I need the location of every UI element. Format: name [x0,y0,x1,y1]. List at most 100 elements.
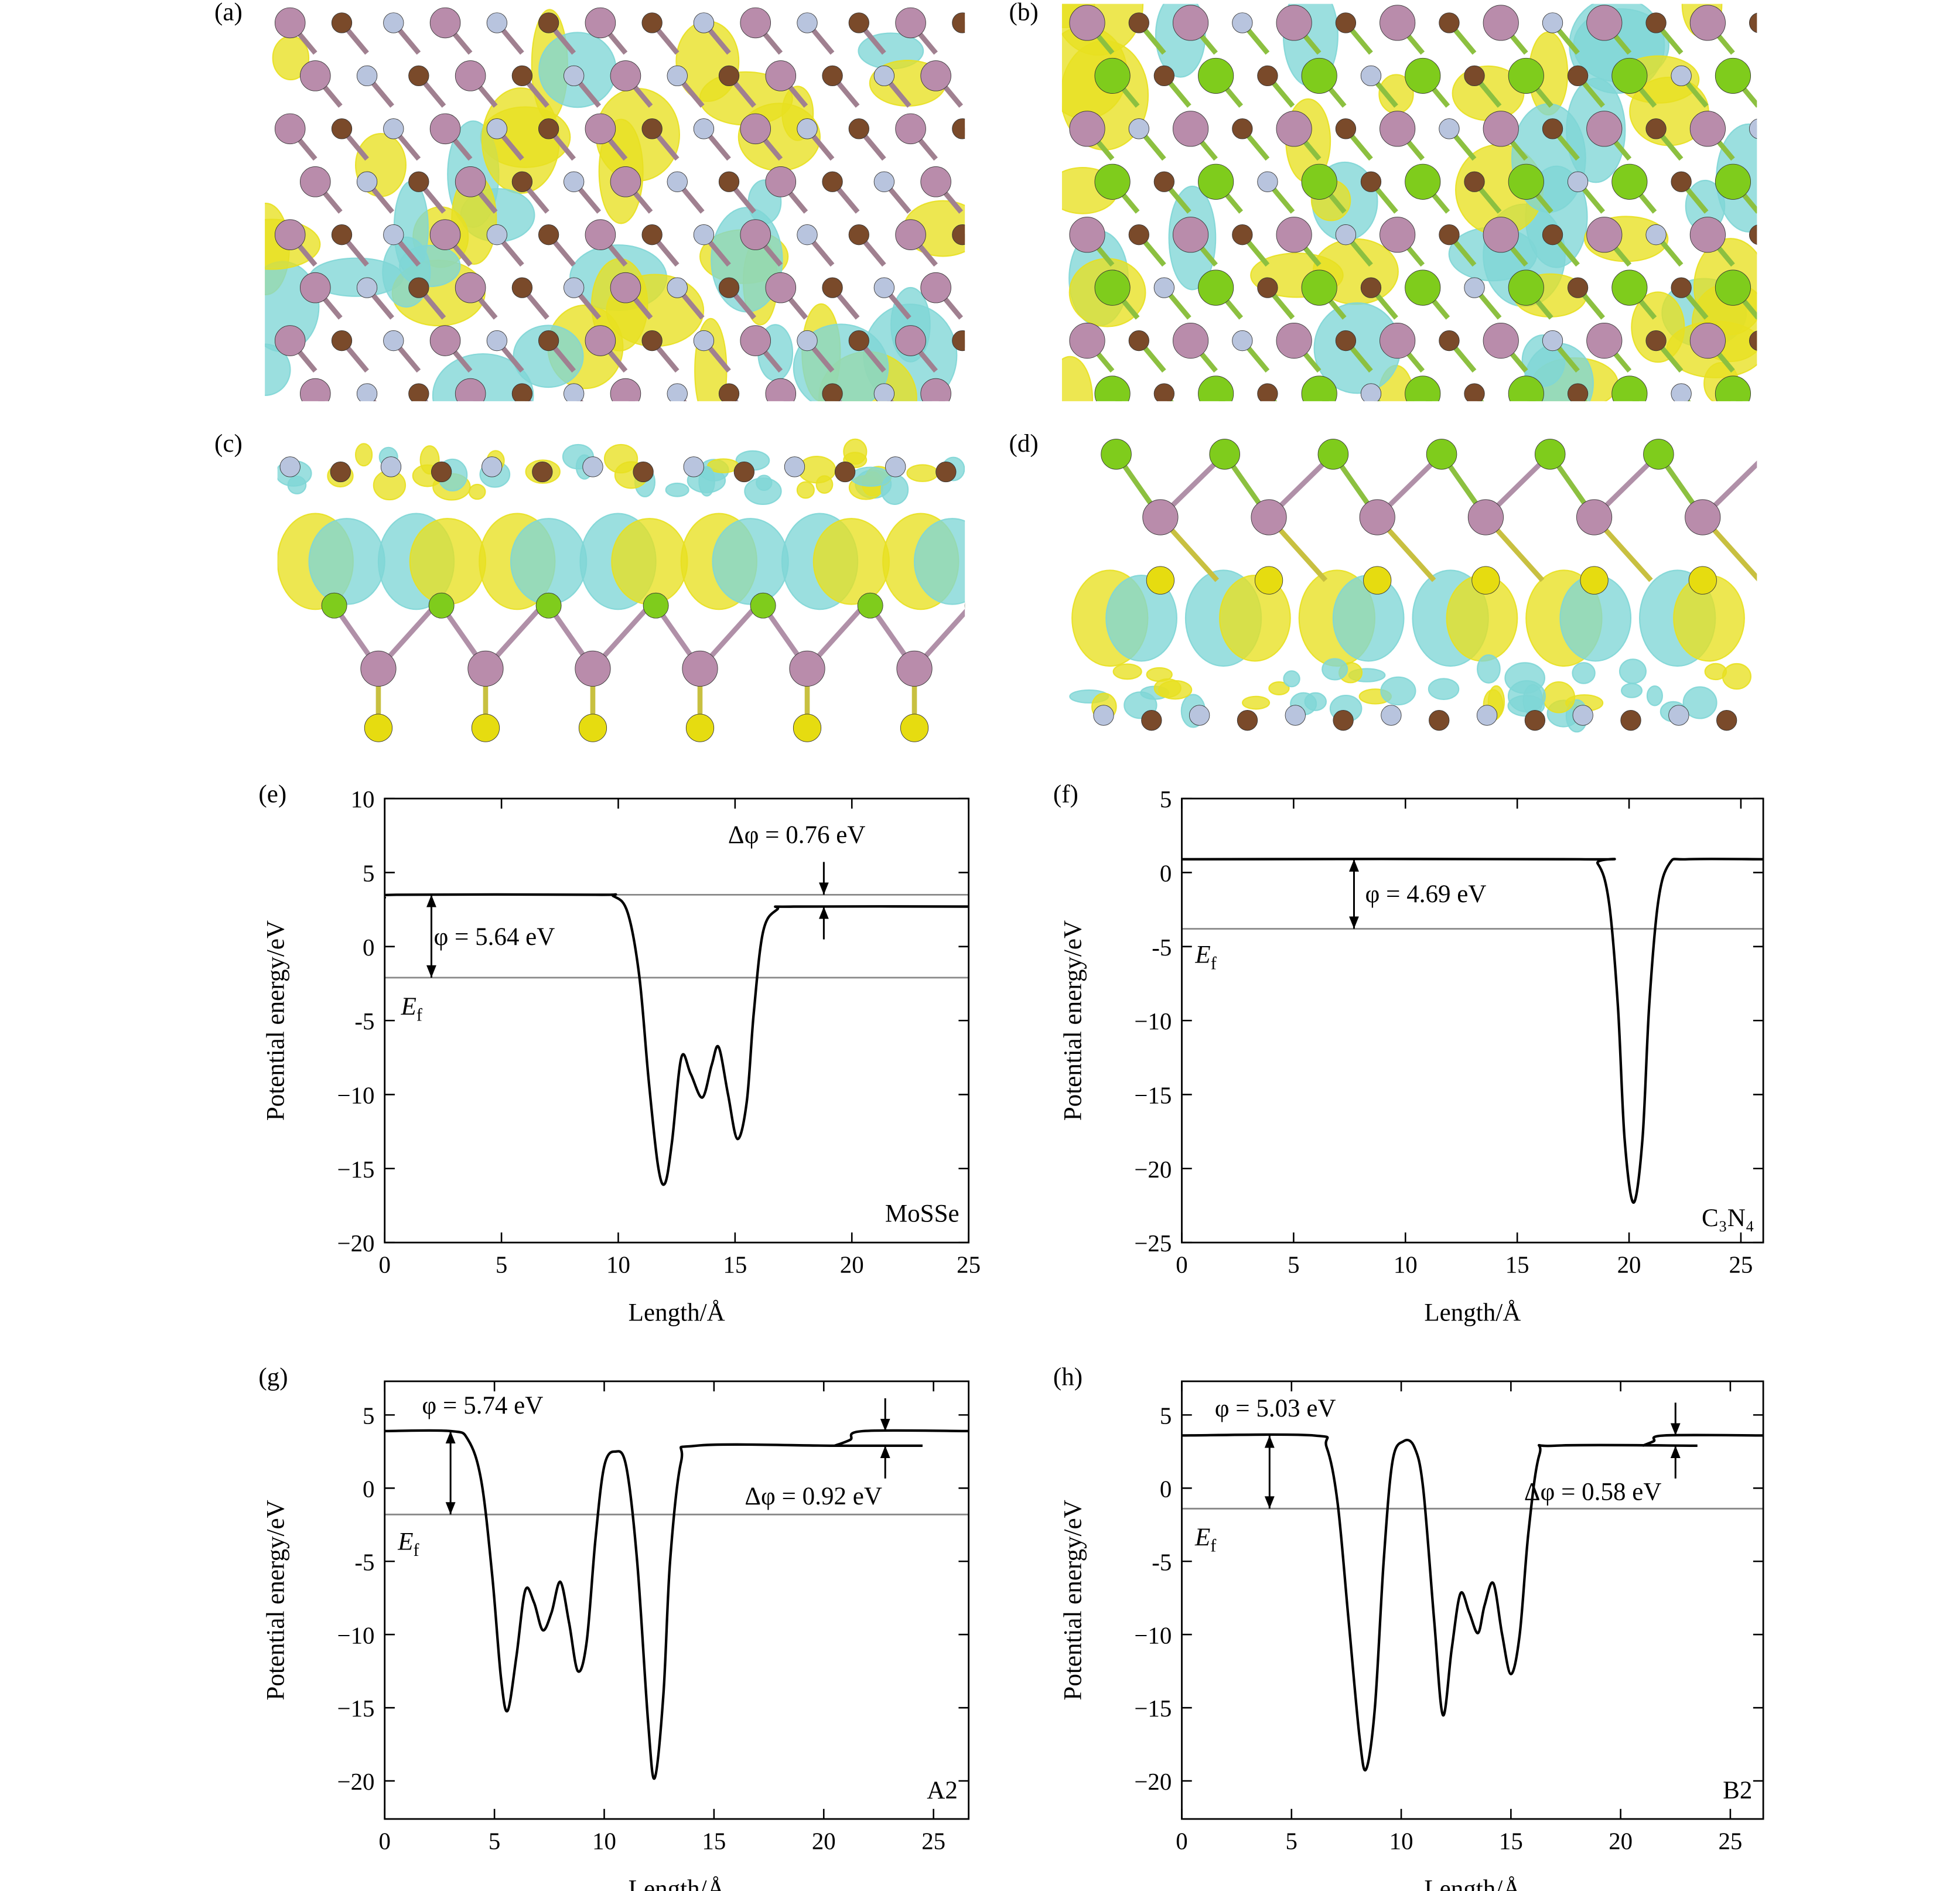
atom [1567,171,1589,192]
atom [1645,330,1667,351]
atom [1542,224,1563,245]
atom [383,224,404,245]
atom [633,461,654,483]
atom [1685,499,1721,535]
bond [1760,341,1785,371]
atom [873,65,895,87]
x-axis-label: Length/Å [1424,1299,1521,1327]
y-tick-label: −20 [337,1230,375,1257]
atom [585,219,616,250]
fermi-label-sub: f [1211,953,1217,973]
atom [321,592,347,619]
atom [641,224,663,245]
atom [279,456,301,477]
bond [988,394,1013,424]
atom [1153,383,1175,401]
atom [300,166,331,197]
annotation: Δφ = 0.92 eV [745,1483,882,1510]
atom [1542,330,1563,351]
atom [765,378,797,401]
fermi-label-sub: f [1210,1536,1217,1556]
atom [978,278,998,298]
chart: (f) 0 5 10 15 20 25 −25 −20 −15 −10 -5 0 5 Length/Å Pot… [1053,781,1764,1327]
atom [935,461,957,483]
atom [1359,499,1395,535]
atom [1749,12,1757,33]
atom [1237,710,1258,731]
bond [988,288,1013,318]
atom [1333,710,1354,731]
atom [455,166,486,197]
charge-blob [287,475,307,494]
atom [1429,710,1450,731]
atom [1069,217,1105,253]
atom [564,65,585,87]
charge-blob [468,483,486,500]
atom [1405,163,1441,200]
charge-blob [1153,678,1182,698]
charge-blob [906,464,939,482]
atom [538,330,559,351]
y-tick-label: −15 [1134,1695,1172,1722]
x-tick-label: 25 [1729,1252,1753,1278]
atom [952,12,965,33]
atom [300,378,331,401]
atom [822,383,843,401]
atom [896,650,933,687]
atom [1439,224,1460,245]
charge-blob [1105,574,1177,662]
fermi-label: Ef [401,993,423,1025]
atom [1257,65,1278,87]
atom [1476,705,1498,726]
y-tick-label: 0 [1160,1476,1172,1502]
atom [331,224,353,245]
fermi-label: Ef [1194,1524,1217,1556]
atom [1128,12,1149,33]
structure-image [277,435,965,751]
atom [667,277,688,298]
x-axis-label: Length/Å [629,1876,725,1891]
charge-blob [1682,686,1717,719]
atom [1689,5,1726,41]
atom [1379,322,1416,359]
atom [1534,439,1566,470]
x-tick-label: 20 [1617,1252,1641,1278]
atom [585,113,616,145]
atom [1586,5,1623,41]
atom [1689,217,1726,253]
atom [822,277,843,298]
atom [1586,217,1623,253]
structure-image [1066,435,1757,738]
charge-blob [513,325,584,388]
atom [978,384,998,404]
atom [693,224,715,245]
atom [582,456,603,477]
panel-label: (f) [1053,781,1078,808]
atom [1567,277,1589,298]
atom [1749,118,1757,139]
charge-blob [1322,658,1348,681]
atom [1094,269,1131,306]
atom [693,12,715,33]
atom [750,592,776,619]
atom [1688,566,1717,595]
atom [1360,383,1382,401]
bond [960,233,965,242]
atom [1232,118,1253,139]
bond [960,127,965,136]
atom [873,171,895,192]
atom [1094,376,1131,401]
atom [920,166,951,197]
atom [1360,65,1382,87]
panel-label: (a) [214,0,243,26]
atom [1128,330,1149,351]
x-tick-label: 15 [702,1828,726,1855]
chart: (e) 0 5 10 15 20 25 −20 −15 −10 -5 0 5 10 Length/Å Pote… [258,781,981,1327]
atom [1276,111,1312,147]
atom [467,650,504,687]
atom [1257,171,1278,192]
charge-blob [1242,695,1271,710]
fermi-label-main: E [397,1528,413,1555]
y-axis-label: Potential energy/eV [1059,920,1087,1121]
